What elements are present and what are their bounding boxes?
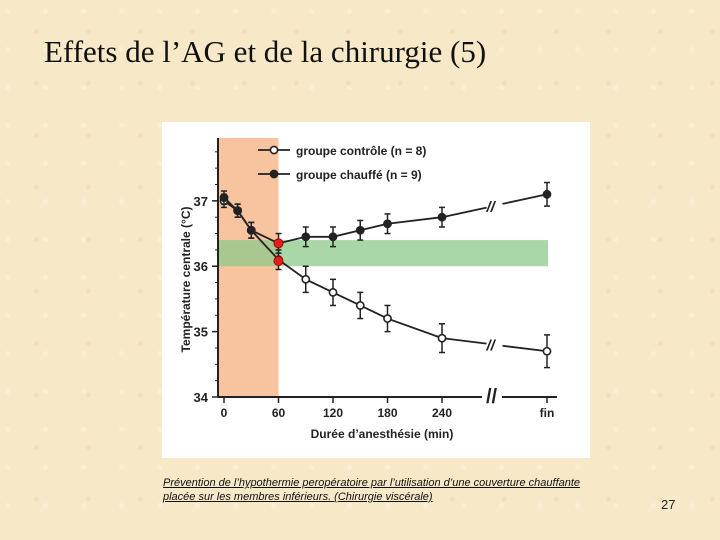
temperature-chart: // 34 35 36 37 0 60 120 180 240 fin Durée d’anesthé…	[179, 138, 557, 441]
data-point-control	[301, 274, 311, 284]
data-point-control	[328, 287, 338, 297]
legend-marker-control	[269, 145, 279, 155]
y-tick-label: 37	[194, 194, 208, 209]
series-line-tail-b-1	[502, 193, 548, 205]
highlight-band-time	[218, 138, 279, 397]
series-line-tail-b-0	[502, 344, 548, 353]
marked-point	[273, 256, 284, 266]
series-break-1: //	[486, 199, 497, 216]
series-line-tail-a-1	[441, 206, 487, 219]
chart-panel: // 34 35 36 37 0 60 120 180 240 fin Durée d’anesthé…	[162, 122, 590, 458]
series-line-tail-a-0	[441, 337, 487, 345]
data-point-heated	[246, 225, 256, 235]
legend-entry: groupe contrôle (n = 8)	[296, 144, 426, 158]
x-tick-label: 180	[377, 406, 397, 420]
data-point-control	[542, 346, 552, 356]
data-point-heated	[233, 206, 243, 216]
legend-entry: groupe chauffé (n = 9)	[296, 168, 422, 182]
x-tick-label: 0	[221, 406, 228, 420]
data-point-control	[437, 333, 447, 343]
x-tick-label: fin	[540, 406, 555, 420]
x-tick-label: 120	[323, 406, 343, 420]
data-point-control	[383, 314, 392, 323]
slide-title: Effets de l’AG et de la chirurgie (5)	[44, 34, 487, 69]
figure-caption: Prévention de l’hypothermie peropératoir…	[163, 477, 581, 503]
data-point-heated	[328, 232, 338, 242]
legend-marker-heated	[269, 169, 279, 179]
data-point-heated	[542, 189, 552, 199]
y-axis-label: Température centrale (°C)	[179, 207, 193, 353]
series-break-0: //	[486, 338, 497, 355]
page-number: 27	[661, 497, 676, 512]
y-tick-label: 36	[194, 259, 208, 274]
data-point-heated	[301, 232, 311, 242]
y-tick-label: 34	[194, 390, 209, 405]
y-tick-label: 35	[194, 325, 208, 340]
data-point-heated	[437, 212, 447, 222]
highlight-band-temperature	[218, 240, 548, 267]
x-axis-label: Durée d’anesthésie (min)	[311, 427, 454, 441]
x-axis-break: //	[486, 386, 498, 408]
data-point-heated	[355, 225, 365, 235]
marked-point	[273, 238, 284, 249]
x-tick-label: 240	[432, 406, 452, 420]
data-point-heated	[383, 219, 392, 229]
x-tick-label: 60	[272, 406, 286, 420]
data-point-control	[355, 301, 365, 310]
data-point-heated	[219, 193, 229, 202]
